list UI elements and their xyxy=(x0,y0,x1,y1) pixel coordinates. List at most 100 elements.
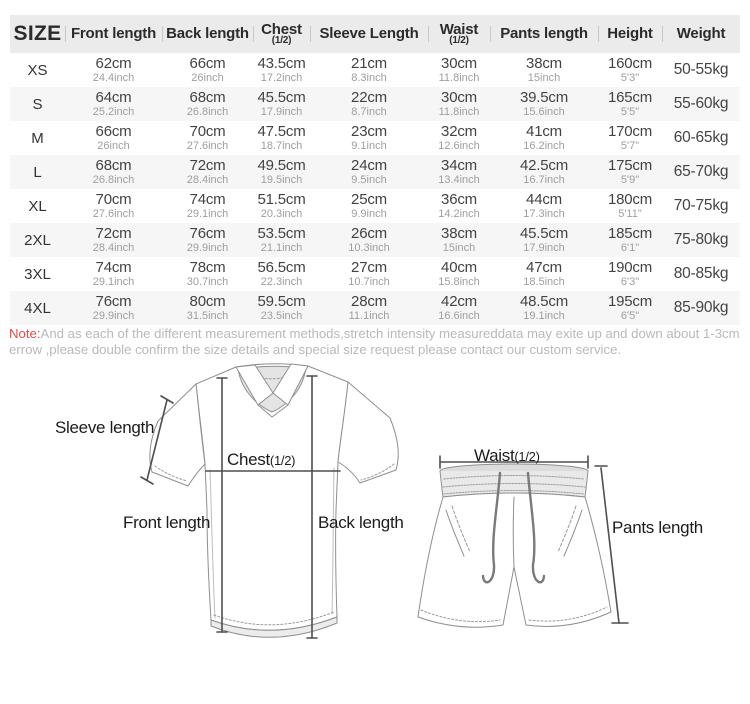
measurement-cell: 195cm 6'5" xyxy=(607,293,653,323)
measurement-cell: 59.5cm 23.5inch xyxy=(257,293,306,323)
back-length-label: Back length xyxy=(318,513,404,532)
measurement-cell: 76cm 29.9inch xyxy=(92,293,135,323)
weight-cell: 60-65kg xyxy=(673,129,729,146)
size-label: XL xyxy=(28,197,47,215)
measurement-cell: 72cm 28.4inch xyxy=(186,157,229,187)
table-row-xs: XS 62cm 24.4inch 66cm 26inch 43.5cm 17.2inch 21… xyxy=(10,53,740,87)
measurement-cell: 66cm 26inch xyxy=(189,55,226,85)
measurement-cell: 40cm 15.8inch xyxy=(438,259,480,289)
column-header-chest: Chest (1/2) xyxy=(253,22,310,46)
measurement-cell: 72cm 28.4inch xyxy=(92,225,135,255)
measurement-cell: 190cm 6'3" xyxy=(607,259,653,289)
size-note: Note:And as each of the different measur… xyxy=(9,326,743,358)
measurement-cell: 34cm 13.4inch xyxy=(438,157,480,187)
measurement-cell: 51.5cm 20.3inch xyxy=(257,191,306,221)
measurement-cell: 70cm 27.6inch xyxy=(186,123,229,153)
measurement-cell: 160cm 5'3" xyxy=(607,55,653,85)
measurement-cell: 170cm 5'7" xyxy=(607,123,653,153)
measurement-cell: 47cm 18.5inch xyxy=(523,259,565,289)
measurement-cell: 68cm 26.8inch xyxy=(186,89,229,119)
weight-cell: 80-85kg xyxy=(673,265,729,282)
measurement-cell: 66cm 26inch xyxy=(95,123,132,153)
note-text: And as each of the different measurement… xyxy=(9,326,740,357)
measurement-cell: 78cm 30.7inch xyxy=(186,259,229,289)
measurement-cell: 41cm 16.2inch xyxy=(523,123,565,153)
weight-cell: 75-80kg xyxy=(673,231,729,248)
column-header-back-length: Back length xyxy=(162,25,253,43)
size-label: 4XL xyxy=(24,299,51,317)
measurement-cell: 68cm 26.8inch xyxy=(92,157,135,187)
measurement-cell: 44cm 17.3inch xyxy=(523,191,565,221)
measurement-cell: 45.5cm 17.9inch xyxy=(257,89,306,119)
size-label: L xyxy=(33,163,42,181)
measurement-cell: 30cm 11.8inch xyxy=(438,89,480,119)
measurement-cell: 53.5cm 21.1inch xyxy=(257,225,306,255)
measurement-cell: 32cm 12.6inch xyxy=(438,123,480,153)
size-label: 2XL xyxy=(24,231,51,249)
measurement-cell: 165cm 5'5" xyxy=(607,89,653,119)
measurement-cell: 45.5cm 17.9inch xyxy=(520,225,568,255)
measurement-cell: 43.5cm 17.2inch xyxy=(257,55,306,85)
measurement-cell: 30cm 11.8inch xyxy=(438,55,480,85)
size-label: M xyxy=(31,129,44,147)
measurement-cell: 38cm 15inch xyxy=(526,55,562,85)
column-header-height: Height xyxy=(598,25,662,43)
column-header-sleeve-length: Sleeve Length xyxy=(310,25,428,43)
measurement-cell: 27cm 10.7inch xyxy=(348,259,390,289)
measurement-cell: 175cm 5'9" xyxy=(607,157,653,187)
measurement-cell: 28cm 11.1inch xyxy=(348,293,390,323)
measurement-cell: 48.5cm 19.1inch xyxy=(520,293,568,323)
column-header-weight: Weight xyxy=(662,25,740,43)
measurement-cell: 80cm 31.5inch xyxy=(186,293,229,323)
pants-length-label: Pants length xyxy=(612,518,703,537)
measurement-cell: 185cm 6'1" xyxy=(607,225,653,255)
column-header-pants-length: Pants length xyxy=(490,25,598,43)
measurement-cell: 70cm 27.6inch xyxy=(92,191,135,221)
weight-cell: 50-55kg xyxy=(673,61,729,78)
weight-cell: 85-90kg xyxy=(673,299,729,316)
table-row-s: S 64cm 25.2inch 68cm 26.8inch 45.5cm 17.9inch 2… xyxy=(10,87,740,121)
garment-line-art xyxy=(140,363,629,639)
weight-cell: 70-75kg xyxy=(673,197,729,214)
measurement-cell: 26cm 10.3inch xyxy=(348,225,390,255)
measurement-cell: 21cm 8.3inch xyxy=(351,55,387,85)
measurement-cell: 36cm 14.2inch xyxy=(438,191,480,221)
chest-label: Chest(1/2) xyxy=(227,450,296,469)
table-row-m: M 66cm 26inch 70cm 27.6inch 47.5cm 18.7inch 23c… xyxy=(10,121,740,155)
measurement-cell: 62cm 24.4inch xyxy=(92,55,135,85)
table-row-3xl: 3XL 74cm 29.1inch 78cm 30.7inch 56.5cm 22.3inc… xyxy=(10,257,740,291)
size-label: 3XL xyxy=(24,265,51,283)
measurement-cell: 39.5cm 15.6inch xyxy=(520,89,568,119)
note-prefix: Note: xyxy=(9,326,41,341)
table-row-l: L 68cm 26.8inch 72cm 28.4inch 49.5cm 19.5inch 2… xyxy=(10,155,740,189)
measurement-cell: 49.5cm 19.5inch xyxy=(257,157,306,187)
measurement-cell: 25cm 9.9inch xyxy=(351,191,387,221)
table-row-xl: XL 70cm 27.6inch 74cm 29.1inch 51.5cm 20.3inch… xyxy=(10,189,740,223)
weight-cell: 65-70kg xyxy=(673,163,729,180)
table-row-2xl: 2XL 72cm 28.4inch 76cm 29.9inch 53.5cm 21.1inc… xyxy=(10,223,740,257)
measurement-cell: 76cm 29.9inch xyxy=(186,225,229,255)
measurement-cell: 74cm 29.1inch xyxy=(186,191,229,221)
table-row-4xl: 4XL 76cm 29.9inch 80cm 31.5inch 59.5cm 23.5inc… xyxy=(10,291,740,325)
column-header-size: SIZE xyxy=(13,22,62,46)
size-label: S xyxy=(32,95,43,113)
size-label: XS xyxy=(27,61,48,79)
measurement-cell: 180cm 5'11" xyxy=(607,191,653,221)
front-length-label: Front length xyxy=(123,513,211,532)
measurement-cell: 22cm 8.7inch xyxy=(351,89,387,119)
measurement-cell: 74cm 29.1inch xyxy=(92,259,135,289)
measurement-cell: 64cm 25.2inch xyxy=(92,89,135,119)
column-header-front-length: Front length xyxy=(65,25,162,43)
measurement-cell: 42.5cm 16.7inch xyxy=(520,157,568,187)
table-header-row: SIZE Front length Back length Chest (1/2) Sle… xyxy=(10,15,740,53)
measurement-cell: 56.5cm 22.3inch xyxy=(257,259,306,289)
sleeve-length-label: Sleeve length xyxy=(55,418,155,437)
measurement-cell: 47.5cm 18.7inch xyxy=(257,123,306,153)
table-body: XS 62cm 24.4inch 66cm 26inch 43.5cm 17.2inch 21… xyxy=(10,53,740,325)
measurement-cell: 23cm 9.1inch xyxy=(351,123,387,153)
column-header-waist: Waist (1/2) xyxy=(428,22,490,46)
waist-label: Waist(1/2) xyxy=(474,446,540,465)
size-chart-table: SIZE Front length Back length Chest (1/2) Sle… xyxy=(10,15,740,325)
weight-cell: 55-60kg xyxy=(673,95,729,112)
measurement-cell: 24cm 9.5inch xyxy=(351,157,387,187)
